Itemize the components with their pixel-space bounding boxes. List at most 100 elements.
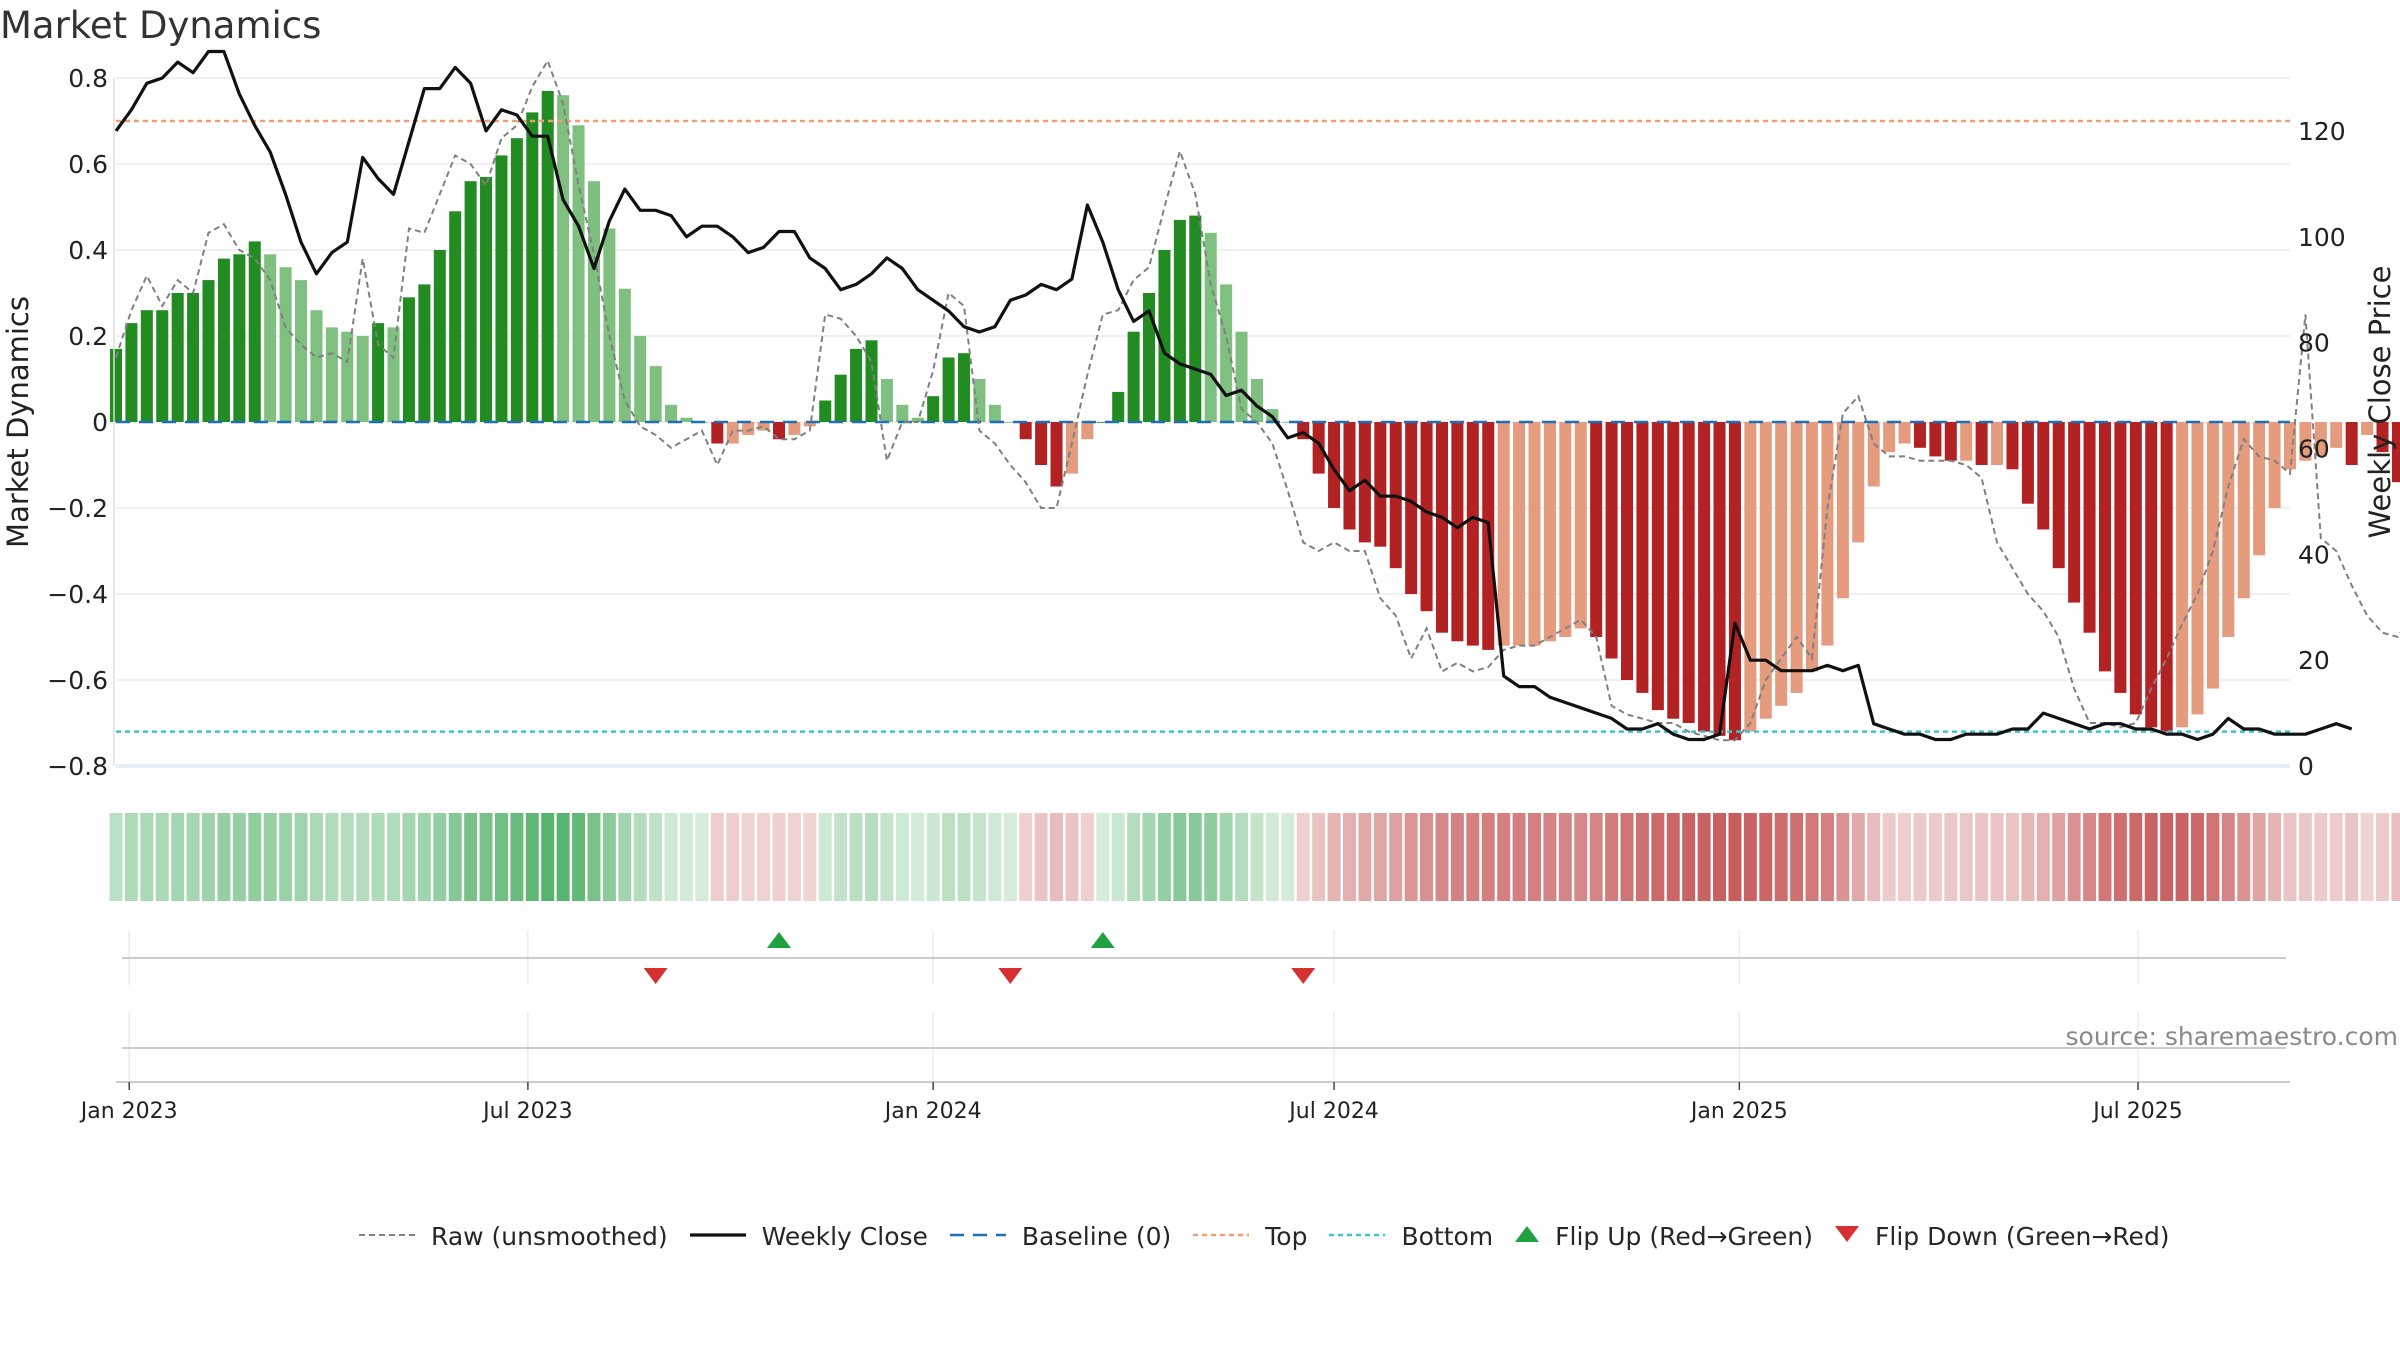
- dynamics-bar: [2068, 422, 2081, 603]
- x-tick-label: Jul 2023: [481, 1099, 573, 1124]
- regime-cell: [1358, 813, 1372, 901]
- dynamics-bar: [1050, 422, 1063, 487]
- regime-cell: [1882, 813, 1896, 901]
- dynamics-bar: [2191, 422, 2204, 715]
- y-tick-label: 0.8: [68, 64, 108, 93]
- dynamics-bar: [1960, 422, 1973, 461]
- dynamics-bar: [896, 404, 909, 422]
- dynamics-bar: [680, 417, 693, 422]
- legend: Raw (unsmoothed) Weekly Close Baseline (0)…: [357, 1218, 2190, 1254]
- regime-cell: [356, 813, 370, 901]
- dynamics-bar: [1096, 422, 1109, 423]
- dynamics-bar: [557, 95, 570, 422]
- regime-cell: [2160, 813, 2174, 901]
- dynamics-bar: [1867, 422, 1880, 487]
- regime-cell: [1096, 813, 1110, 901]
- regime-cell: [464, 813, 478, 901]
- dynamics-bar: [1127, 331, 1140, 422]
- y-tick-label: 0.6: [68, 150, 108, 179]
- regime-cell: [1481, 813, 1495, 901]
- flip-up-marker: [766, 932, 791, 948]
- regime-cell: [279, 813, 293, 901]
- regime-cell: [2113, 813, 2127, 901]
- regime-cell: [988, 813, 1002, 901]
- regime-cell: [1543, 813, 1557, 901]
- regime-cell: [911, 813, 925, 901]
- dynamics-bar: [1775, 422, 1788, 706]
- y-tick-label: −0.2: [47, 494, 108, 523]
- regime-cell: [664, 813, 678, 901]
- regime-cell: [926, 813, 940, 901]
- dynamics-bar: [2021, 422, 2034, 504]
- regime-cell: [525, 813, 539, 901]
- regime-cell: [1127, 813, 1141, 901]
- regime-cell: [140, 813, 154, 901]
- dynamics-bar: [927, 396, 940, 422]
- regime-cell: [2221, 813, 2235, 901]
- dynamics-bar: [1759, 422, 1772, 719]
- dynamics-bar: [2391, 422, 2400, 483]
- regime-cell: [232, 813, 246, 901]
- regime-cell: [1512, 813, 1526, 901]
- regime-cell: [2268, 813, 2282, 901]
- regime-cell: [618, 813, 632, 901]
- legend-item-flip-up: Flip Up (Red→Green): [1513, 1222, 1813, 1251]
- regime-cell: [2175, 813, 2189, 901]
- regime-cell: [649, 813, 663, 901]
- dynamics-bar: [125, 323, 138, 422]
- dynamics-bar: [1528, 422, 1541, 646]
- legend-label: Baseline (0): [1021, 1221, 1172, 1251]
- legend-key-top: [1191, 1222, 1251, 1251]
- flip-down-marker: [643, 968, 668, 984]
- dynamics-bar: [958, 353, 971, 422]
- dynamics-bar: [1143, 293, 1156, 422]
- flip-up-marker: [1090, 932, 1115, 948]
- legend-key-bottom: [1327, 1222, 1387, 1251]
- regime-cell: [2314, 813, 2328, 901]
- dynamics-bar: [1158, 250, 1171, 422]
- regime-cell: [1697, 813, 1711, 901]
- dynamics-bar: [587, 181, 600, 422]
- legend-item-baseline: Baseline (0): [948, 1222, 1171, 1251]
- legend-item-close: Weekly Close: [688, 1222, 928, 1251]
- dynamics-bar: [356, 336, 369, 422]
- dynamics-bar: [850, 348, 863, 422]
- dynamics-bar: [2083, 422, 2096, 633]
- dynamics-bar: [2361, 422, 2374, 435]
- legend-key-baseline: [948, 1222, 1008, 1251]
- x-tick-label: Jan 2024: [883, 1099, 982, 1124]
- regime-cell: [957, 813, 971, 901]
- dynamics-bar: [865, 340, 878, 422]
- dynamics-bar: [248, 241, 261, 422]
- regime-cell: [1790, 813, 1804, 901]
- regime-cell: [1558, 813, 1572, 901]
- regime-cell: [1682, 813, 1696, 901]
- dynamics-bar: [526, 112, 539, 423]
- regime-cell: [202, 813, 215, 901]
- regime-cell: [1574, 813, 1588, 901]
- regime-cell: [494, 813, 508, 901]
- regime-cell: [1759, 813, 1773, 901]
- dynamics-bar: [618, 288, 631, 422]
- regime-cell: [1219, 813, 1233, 901]
- regime-cell: [1728, 813, 1742, 901]
- dynamics-bar: [2129, 422, 2142, 715]
- regime-cell: [1204, 813, 1218, 901]
- dynamics-bar: [1898, 422, 1911, 444]
- dynamics-bar: [711, 422, 724, 444]
- flip-down-marker: [998, 968, 1023, 984]
- regime-cell: [541, 813, 555, 901]
- dynamics-bar: [1112, 391, 1125, 422]
- y-axis-label: Market Dynamics: [1, 296, 35, 548]
- dynamics-bar: [1929, 422, 1942, 457]
- regime-cell: [1713, 813, 1726, 901]
- y2-tick-label: 40: [2298, 540, 2330, 569]
- regime-cell: [1528, 813, 1541, 901]
- regime-cell: [1312, 813, 1326, 901]
- regime-cell: [2360, 813, 2374, 901]
- regime-cell: [1111, 813, 1125, 901]
- empty-panel: [116, 1012, 2290, 1083]
- legend-item-raw: Raw (unsmoothed): [357, 1222, 668, 1251]
- dynamics-bar: [109, 348, 123, 422]
